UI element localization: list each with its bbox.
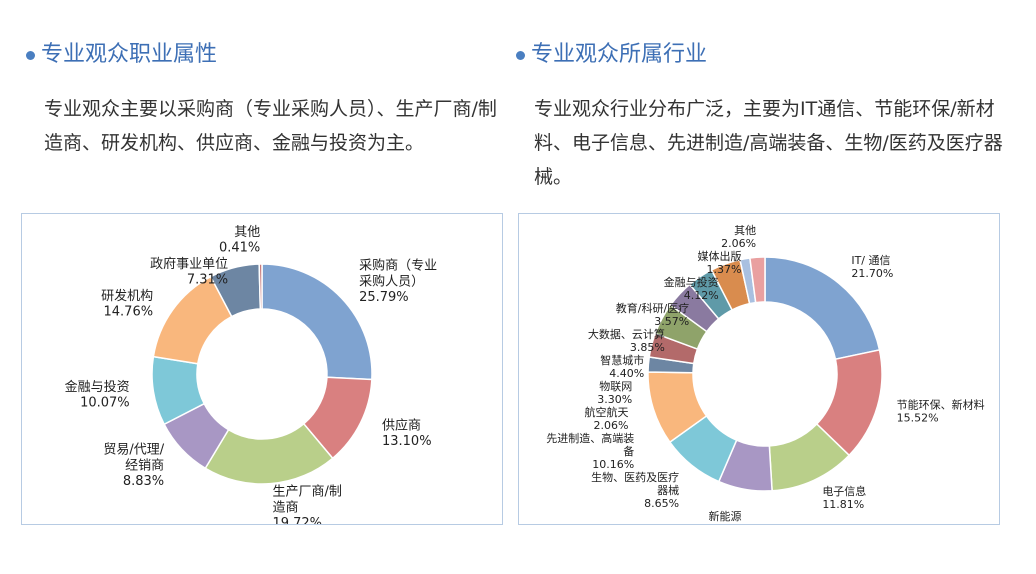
slice-label: 其他 — [734, 224, 756, 237]
value-label: 15.52% — [897, 411, 939, 424]
value-label: 13.10% — [382, 434, 432, 449]
pie-slice — [258, 263, 263, 310]
value-label: 7.31% — [187, 273, 228, 288]
section-title: 专业观众所属行业 — [516, 36, 707, 68]
value-label: 2.06% — [594, 419, 629, 432]
value-label: 14.76% — [104, 305, 154, 320]
value-label: 0.41% — [219, 241, 260, 256]
slice-label: 贸易/代理/经销商 — [103, 442, 164, 473]
slice-label: 物联网 — [599, 379, 632, 393]
value-label: 10.07% — [80, 396, 130, 411]
slice-label: 生物、医药及医疗器械 — [591, 470, 679, 497]
section-text: 专业观众主要以采购商（专业采购人员）、生产厂商/制造商、研发机构、供应商、金融与… — [44, 98, 497, 154]
slice-label: 生产厂商/制造商 — [272, 484, 341, 515]
slice-label: IT/ 通信 — [851, 254, 890, 267]
slice-label: 先进制造、高端装备 — [546, 431, 634, 458]
pie-slice — [261, 263, 373, 381]
value-label: 4.12% — [684, 289, 719, 302]
slice-label: 研发机构 — [101, 288, 153, 304]
slice-label: 采购商（专业采购人员） — [359, 257, 437, 289]
value-label: 4.40% — [609, 367, 644, 380]
chart: IT/ 通信21.70%节能环保、新材料15.52%电子信息11.81%其他2.… — [518, 213, 1000, 525]
value-label: 19.72% — [272, 516, 322, 525]
slice-label: 金融与投资 — [65, 379, 130, 395]
slice-label: 智慧城市 — [600, 353, 644, 367]
value-label: 8.65% — [644, 497, 679, 510]
value-label: 8.83% — [123, 474, 164, 489]
value-label: 2.06% — [721, 237, 756, 250]
pie-slice — [749, 256, 766, 304]
value-label: 3.85% — [630, 341, 665, 354]
value-label: 21.70% — [851, 267, 893, 280]
section-title: 专业观众职业属性 — [26, 36, 217, 68]
slice-label: 节能环保、新材料 — [897, 397, 985, 411]
slice-label: 其他 — [234, 225, 260, 240]
slice-label: 教育/科研/医疗 — [616, 301, 689, 315]
value-label: 10.16% — [592, 458, 634, 471]
value-label: 25.79% — [359, 290, 409, 305]
slice-label: 金融与投资 — [664, 275, 719, 289]
section-text: 专业观众行业分布广泛，主要为IT通信、节能环保/新材料、电子信息、先进制造/高端… — [534, 98, 1003, 188]
slice-label: 电子信息 — [822, 484, 866, 498]
slice-label: 媒体出版 — [697, 249, 741, 263]
value-label: 11.81% — [822, 498, 864, 511]
slice-label: 新能源 — [708, 509, 741, 523]
value-label: 7.42% — [707, 523, 742, 525]
slice-label: 政府事业单位 — [150, 257, 228, 272]
slice-label: 供应商 — [382, 417, 421, 433]
slice-label: 大数据、云计算 — [588, 327, 665, 341]
slice-label: 航空航天 — [584, 405, 628, 419]
value-label: 1.37% — [707, 263, 742, 276]
value-label: 3.30% — [597, 393, 632, 406]
value-label: 3.57% — [654, 315, 689, 328]
